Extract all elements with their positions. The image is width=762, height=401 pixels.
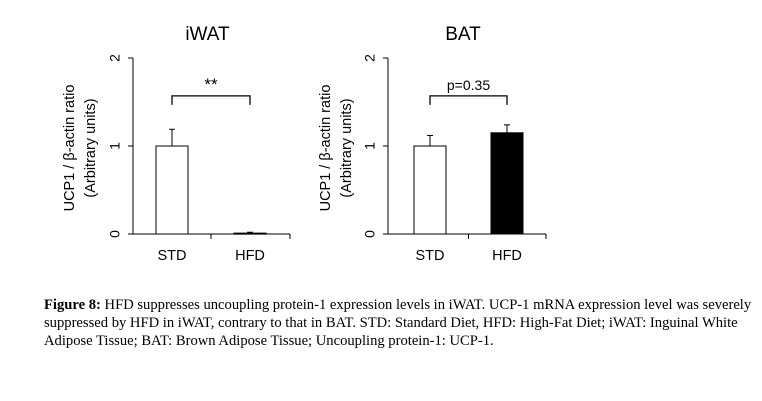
caption-text: HFD suppresses uncoupling protein-1 expr…	[44, 297, 752, 349]
y-axis-label: UCP1 / β-actin ratio	[62, 85, 78, 212]
category-label: STD	[158, 248, 187, 264]
bar-hfd	[233, 232, 267, 235]
y-axis-label: (Arbitrary units)	[83, 98, 99, 197]
y-tick-label: 2	[107, 54, 123, 62]
y-axis-label: (Arbitrary units)	[339, 98, 355, 197]
y-axis-label: UCP1 / β-actin ratio	[318, 85, 334, 212]
chart-panel-1: BAT 0 1 2 UCP1 / β-actin ratio (Arbitrary uni…	[318, 24, 547, 264]
bar-hfd	[490, 132, 524, 235]
category-label: HFD	[492, 248, 522, 264]
bar-std	[155, 145, 189, 235]
y-tick-label: 2	[362, 54, 378, 62]
category-label: STD	[416, 248, 445, 264]
figure: iWAT 0 1 2 UCP1 / β-actin ratio (Arbitrary un…	[62, 24, 547, 264]
significance-annotation: p=0.35	[447, 77, 490, 93]
figure-caption: Figure 8: HFD suppresses uncoupling prot…	[44, 296, 756, 350]
significance-annotation: **	[204, 75, 218, 94]
significance-bracket	[171, 95, 251, 105]
bar-std	[413, 145, 447, 235]
y-tick-label: 1	[107, 142, 123, 150]
chart-panel-0: iWAT 0 1 2 UCP1 / β-actin ratio (Arbitrary un…	[62, 24, 291, 264]
y-tick-label: 0	[107, 230, 123, 238]
y-tick-label: 0	[362, 230, 378, 238]
significance-bracket	[429, 95, 508, 105]
chart-title: BAT	[445, 24, 481, 45]
y-tick-label: 1	[362, 142, 378, 150]
caption-label: Figure 8:	[44, 297, 101, 313]
chart-title: iWAT	[185, 24, 230, 45]
category-label: HFD	[235, 248, 265, 264]
